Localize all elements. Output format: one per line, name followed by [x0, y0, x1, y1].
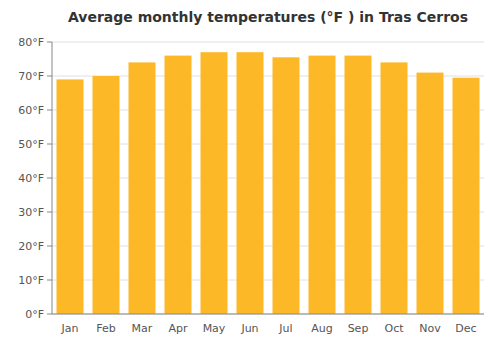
y-tick-label: 30°F: [18, 206, 44, 219]
x-tick-label: Nov: [419, 322, 441, 335]
y-tick-label: 0°F: [25, 308, 44, 321]
bar: [273, 57, 300, 314]
grid-line: [52, 314, 484, 315]
y-tick: [47, 314, 52, 315]
y-tick-label: 80°F: [18, 36, 44, 49]
bar: [237, 52, 264, 314]
x-tick-label: Feb: [96, 322, 115, 335]
y-tick: [47, 246, 52, 247]
x-tick-label: Jun: [240, 322, 258, 335]
y-tick-label: 50°F: [18, 138, 44, 151]
y-tick: [47, 110, 52, 111]
x-tick-label: May: [203, 322, 226, 335]
bar: [165, 56, 192, 314]
y-axis-line: [52, 42, 53, 314]
x-tick-label: Dec: [455, 322, 476, 335]
chart-title: Average monthly temperatures (°F ) in Tr…: [68, 9, 468, 25]
x-tick-label: Sep: [348, 322, 369, 335]
y-tick: [47, 178, 52, 179]
y-tick: [47, 42, 52, 43]
y-tick: [47, 76, 52, 77]
x-axis-line: [52, 314, 484, 315]
y-axis: 0°F 10°F 20°F 30°F 40°F 50°F 60°F 70°F 80°F: [18, 36, 484, 321]
x-tick-label: Jul: [278, 322, 292, 335]
chart-svg: Average monthly temperatures (°F ) in Tr…: [0, 0, 500, 350]
x-tick-label: Mar: [132, 322, 153, 335]
y-tick-label: 70°F: [18, 70, 44, 83]
x-tick-label: Apr: [168, 322, 188, 335]
y-tick-label: 60°F: [18, 104, 44, 117]
y-tick-label: 40°F: [18, 172, 44, 185]
x-tick-label: Oct: [384, 322, 404, 335]
y-tick-label: 10°F: [18, 274, 44, 287]
y-tick: [47, 212, 52, 213]
bar: [309, 56, 336, 314]
bar: [381, 62, 408, 314]
y-tick-label: 20°F: [18, 240, 44, 253]
bar: [201, 52, 228, 314]
x-tick-label: Jan: [61, 322, 79, 335]
bar: [453, 78, 480, 314]
bar: [129, 62, 156, 314]
bar: [93, 76, 120, 314]
bar: [417, 73, 444, 314]
bar: [345, 56, 372, 314]
x-tick-label: Aug: [311, 322, 332, 335]
y-tick: [47, 144, 52, 145]
bars: [57, 52, 480, 314]
x-axis: Jan Feb Mar Apr May Jun Jul Aug Sep Oct Nov Dec: [61, 322, 477, 335]
grid-line: [52, 42, 484, 43]
bar: [57, 79, 84, 314]
y-tick: [47, 280, 52, 281]
chart-container: Average monthly temperatures (°F ) in Tr…: [0, 0, 500, 350]
